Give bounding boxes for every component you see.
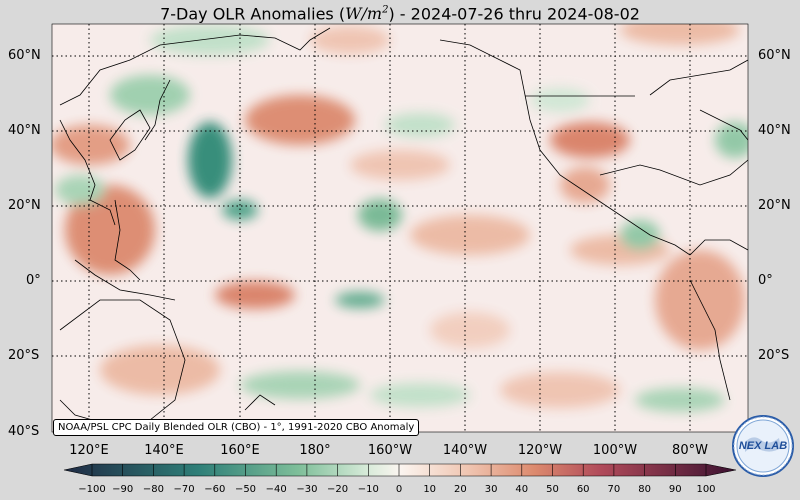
lon-label: 160°E bbox=[220, 443, 260, 458]
lat-label-right: 20°N bbox=[758, 198, 791, 213]
lat-label-left: 40°N bbox=[8, 123, 41, 138]
svg-text:NEX LAB: NEX LAB bbox=[739, 440, 787, 452]
colorbar-tick: −90 bbox=[112, 484, 134, 495]
colorbar-tick: −80 bbox=[142, 484, 164, 495]
lat-label-right: 60°N bbox=[758, 48, 791, 63]
colorbar-tick: 30 bbox=[484, 484, 498, 495]
lon-label: 140°W bbox=[442, 443, 488, 458]
lat-label-left: 60°N bbox=[8, 48, 41, 63]
map-title: 7-Day OLR Anomalies (W/m2) - 2024-07-26 … bbox=[160, 4, 640, 24]
colorbar-tick: 20 bbox=[454, 484, 467, 495]
lat-label-left: 20°S bbox=[8, 348, 40, 363]
lon-label: 120°E bbox=[69, 443, 109, 458]
nexlab-globe-logo: NEX LAB bbox=[732, 415, 794, 477]
colorbar-tick: 40 bbox=[515, 484, 529, 495]
lon-label: 120°W bbox=[517, 443, 563, 458]
colorbar-tick: −70 bbox=[173, 484, 195, 495]
anomaly-field bbox=[52, 24, 748, 432]
lat-label-left: 0° bbox=[26, 273, 41, 288]
colorbar bbox=[63, 463, 737, 477]
colorbar-tick: −100 bbox=[78, 484, 106, 495]
colorbar-tick: −60 bbox=[204, 484, 226, 495]
colorbar-tick: 70 bbox=[607, 484, 621, 495]
lat-label-right: 20°S bbox=[758, 348, 790, 363]
colorbar-tick: −30 bbox=[296, 484, 318, 495]
lon-label: 160°W bbox=[367, 443, 413, 458]
gridlines bbox=[52, 24, 748, 432]
lat-label-left: 40°S bbox=[8, 424, 40, 439]
colorbar-tick: −10 bbox=[357, 484, 379, 495]
colorbar-tick: 50 bbox=[546, 484, 559, 495]
lat-label-right: 0° bbox=[758, 273, 773, 288]
data-source-credit: NOAA/PSL CPC Daily Blended OLR (CBO) - 1… bbox=[53, 419, 420, 436]
lat-label-left: 20°N bbox=[8, 198, 41, 213]
lon-label: 180° bbox=[299, 443, 331, 458]
colorbar-tick: 100 bbox=[696, 484, 716, 495]
colorbar-tick: 60 bbox=[576, 484, 590, 495]
colorbar-tick: −20 bbox=[327, 484, 349, 495]
colorbar-tick: 80 bbox=[638, 484, 651, 495]
lat-label-right: 40°N bbox=[758, 123, 791, 138]
lon-label: 140°E bbox=[144, 443, 184, 458]
colorbar-tick: −40 bbox=[265, 484, 287, 495]
colorbar-tick: 10 bbox=[423, 484, 437, 495]
lon-label: 80°W bbox=[672, 443, 708, 458]
colorbar-tick: 0 bbox=[395, 484, 403, 495]
colorbar-tick: 90 bbox=[668, 484, 682, 495]
colorbar-tick: −50 bbox=[234, 484, 257, 495]
lon-label: 100°W bbox=[592, 443, 638, 458]
